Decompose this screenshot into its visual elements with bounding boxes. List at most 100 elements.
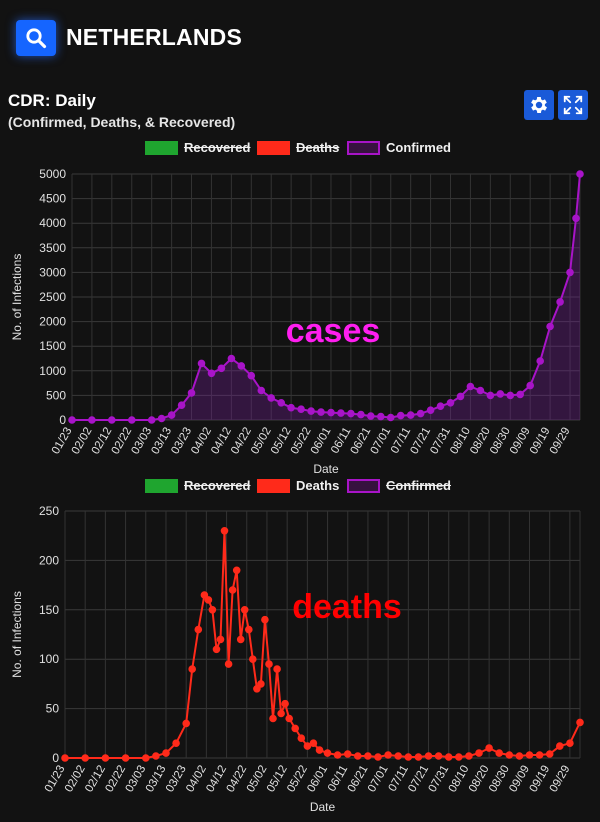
data-point[interactable] [108, 416, 116, 424]
data-point[interactable] [200, 591, 209, 599]
data-point[interactable] [297, 405, 305, 413]
data-point[interactable] [317, 408, 325, 416]
data-point[interactable] [128, 416, 136, 424]
data-point[interactable] [576, 170, 584, 178]
data-point[interactable] [394, 752, 403, 760]
data-point[interactable] [285, 714, 294, 723]
data-point[interactable] [456, 392, 465, 401]
data-point[interactable] [496, 390, 505, 398]
data-point[interactable] [217, 364, 226, 373]
data-point[interactable] [261, 615, 269, 624]
data-point[interactable] [535, 751, 544, 759]
data-point[interactable] [291, 724, 300, 733]
data-point[interactable] [327, 408, 335, 417]
data-point[interactable] [208, 606, 217, 614]
data-point[interactable] [157, 414, 166, 423]
data-point[interactable] [406, 411, 415, 419]
data-point[interactable] [187, 389, 196, 397]
data-point[interactable] [485, 744, 493, 752]
data-point[interactable] [354, 752, 362, 760]
data-point[interactable] [466, 382, 475, 391]
data-point[interactable] [396, 411, 405, 420]
data-point[interactable] [315, 746, 324, 754]
data-point[interactable] [81, 754, 89, 762]
data-point[interactable] [188, 665, 196, 673]
data-point[interactable] [546, 322, 554, 331]
data-point[interactable] [182, 719, 190, 728]
data-point[interactable] [309, 739, 318, 747]
data-point[interactable] [323, 749, 332, 757]
data-point[interactable] [147, 416, 156, 424]
data-point[interactable] [207, 369, 216, 378]
data-point[interactable] [357, 410, 365, 419]
data-point[interactable] [455, 753, 463, 761]
data-point[interactable] [333, 751, 342, 759]
data-point[interactable] [267, 394, 276, 402]
data-point[interactable] [404, 753, 413, 761]
data-point[interactable] [194, 625, 203, 634]
data-point[interactable] [434, 752, 443, 760]
data-point[interactable] [414, 753, 423, 761]
data-point[interactable] [216, 635, 225, 644]
data-point[interactable] [377, 412, 385, 421]
data-point[interactable] [506, 391, 515, 400]
data-point[interactable] [297, 734, 306, 742]
data-point[interactable] [367, 412, 375, 420]
data-point[interactable] [475, 749, 483, 757]
data-point[interactable] [172, 739, 180, 747]
data-point[interactable] [576, 718, 584, 727]
data-point[interactable] [436, 402, 445, 410]
data-point[interactable] [197, 359, 206, 368]
data-point[interactable] [374, 753, 382, 761]
data-point[interactable] [152, 752, 160, 760]
data-point[interactable] [237, 362, 246, 370]
data-point[interactable] [220, 527, 229, 535]
data-point[interactable] [287, 403, 295, 412]
data-point[interactable] [572, 214, 580, 223]
data-point[interactable] [426, 406, 435, 414]
data-point[interactable] [68, 416, 76, 424]
data-point[interactable] [495, 749, 504, 757]
data-point[interactable] [162, 749, 170, 757]
data-point[interactable] [257, 386, 266, 395]
data-point[interactable] [465, 752, 473, 760]
data-point[interactable] [566, 268, 574, 277]
data-point[interactable] [505, 751, 514, 759]
data-point[interactable] [525, 751, 534, 759]
data-point[interactable] [167, 411, 176, 419]
data-point[interactable] [384, 751, 392, 759]
data-point[interactable] [265, 660, 273, 668]
data-point[interactable] [556, 742, 564, 750]
data-point[interactable] [303, 742, 312, 750]
data-point[interactable] [515, 752, 524, 760]
data-point[interactable] [142, 754, 150, 762]
data-point[interactable] [101, 754, 110, 762]
data-point[interactable] [224, 660, 233, 668]
data-point[interactable] [228, 586, 237, 594]
data-point[interactable] [307, 407, 315, 415]
data-point[interactable] [249, 655, 257, 663]
data-point[interactable] [240, 606, 249, 614]
data-point[interactable] [486, 391, 495, 400]
data-point[interactable] [88, 416, 96, 424]
data-point[interactable] [204, 596, 213, 604]
data-point[interactable] [212, 645, 221, 654]
data-point[interactable] [424, 752, 433, 760]
data-point[interactable] [257, 680, 265, 688]
search-button[interactable] [16, 20, 56, 56]
data-point[interactable] [337, 409, 345, 417]
data-point[interactable] [281, 699, 289, 708]
data-point[interactable] [364, 752, 372, 760]
data-point[interactable] [227, 354, 236, 363]
expand-button[interactable] [558, 90, 588, 120]
data-point[interactable] [386, 413, 395, 422]
data-point[interactable] [343, 750, 352, 758]
data-point[interactable] [269, 714, 277, 723]
data-point[interactable] [416, 409, 425, 418]
data-point[interactable] [61, 754, 69, 762]
data-point[interactable] [121, 754, 130, 762]
data-point[interactable] [536, 357, 545, 365]
data-point[interactable] [277, 709, 285, 718]
data-point[interactable] [556, 298, 564, 306]
data-point[interactable] [526, 381, 535, 390]
